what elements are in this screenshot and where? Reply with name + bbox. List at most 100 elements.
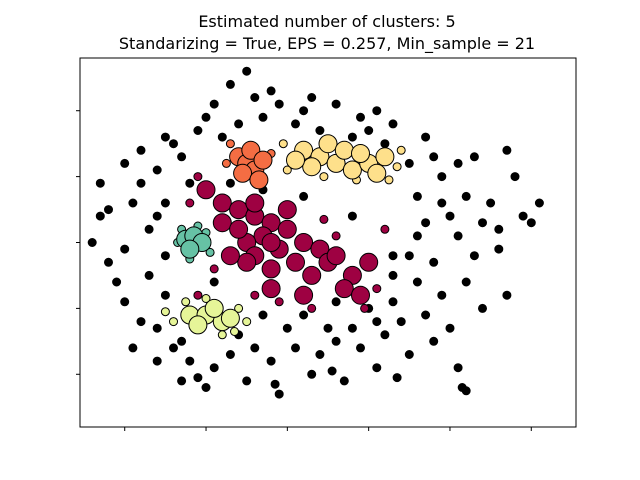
noise-point bbox=[315, 126, 325, 135]
noise-point bbox=[380, 330, 390, 340]
cluster-2-border-point bbox=[319, 172, 329, 182]
noise-point bbox=[412, 277, 422, 287]
noise-point bbox=[388, 251, 398, 261]
noise-point bbox=[201, 112, 211, 122]
cluster-0-border-point bbox=[372, 284, 382, 294]
cluster-1-core-point bbox=[233, 163, 253, 183]
cluster-2-border-point bbox=[384, 175, 394, 185]
noise-point bbox=[307, 93, 317, 102]
cluster-2-core-point bbox=[367, 163, 387, 183]
cluster-0-border-point bbox=[307, 303, 317, 313]
cluster-0-core-point bbox=[277, 219, 297, 239]
noise-point bbox=[388, 119, 398, 129]
noise-point bbox=[347, 323, 357, 333]
noise-point bbox=[404, 158, 414, 168]
noise-point bbox=[331, 336, 341, 346]
cluster-0-core-point bbox=[261, 259, 281, 279]
chart-title-line1: Estimated number of clusters: 5 bbox=[198, 12, 455, 31]
cluster-4-border-point bbox=[160, 307, 170, 317]
noise-point bbox=[429, 152, 439, 162]
core-points bbox=[176, 134, 395, 335]
noise-point bbox=[120, 244, 130, 254]
noise-point bbox=[331, 297, 341, 307]
noise-point bbox=[242, 66, 252, 76]
noise-point bbox=[412, 231, 422, 241]
noise-point bbox=[364, 126, 374, 135]
noise-point bbox=[372, 106, 382, 116]
cluster-0-core-point bbox=[261, 279, 281, 299]
noise-point bbox=[185, 356, 195, 366]
cluster-0-core-point bbox=[220, 246, 240, 266]
cluster-0-border-point bbox=[319, 214, 329, 224]
cluster-0-core-point bbox=[229, 219, 249, 239]
noise-point bbox=[104, 205, 113, 215]
cluster-1-core-point bbox=[253, 150, 273, 170]
noise-point bbox=[95, 211, 105, 221]
noise-point bbox=[356, 343, 365, 353]
noise-point bbox=[209, 99, 219, 109]
cluster-2-border-point bbox=[278, 139, 288, 149]
cluster-4-border-point bbox=[217, 330, 227, 340]
noise-point bbox=[225, 178, 235, 188]
cluster-0-core-point bbox=[229, 200, 249, 220]
noise-point bbox=[388, 297, 398, 307]
noise-point bbox=[250, 343, 260, 353]
noise-point bbox=[437, 290, 447, 300]
noise-point bbox=[185, 178, 195, 188]
noise-point bbox=[266, 356, 276, 366]
noise-point bbox=[445, 211, 455, 221]
noise-point bbox=[412, 191, 422, 201]
cluster-0-border-point bbox=[193, 290, 203, 300]
noise-point bbox=[274, 389, 284, 399]
noise-point bbox=[152, 211, 162, 221]
noise-point bbox=[266, 86, 276, 96]
noise-point bbox=[396, 317, 406, 327]
cluster-1-border-point bbox=[225, 139, 235, 149]
noise-point bbox=[209, 277, 219, 287]
cluster-0-border-point bbox=[193, 172, 203, 182]
noise-point bbox=[144, 224, 154, 234]
noise-point bbox=[291, 119, 300, 129]
noise-point bbox=[526, 218, 536, 228]
noise-point bbox=[225, 79, 235, 89]
noise-point bbox=[502, 290, 512, 300]
cluster-4-border-point bbox=[230, 327, 239, 336]
noise-point bbox=[258, 310, 268, 320]
noise-point bbox=[307, 369, 317, 379]
noise-point bbox=[347, 132, 357, 142]
noise-point bbox=[461, 277, 471, 287]
noise-point bbox=[429, 336, 439, 346]
noise-point bbox=[534, 198, 544, 208]
cluster-2-core-point bbox=[375, 147, 395, 167]
cluster-2-core-point bbox=[286, 150, 305, 170]
cluster-4-border-point bbox=[242, 317, 252, 327]
noise-point bbox=[217, 132, 227, 142]
noise-point bbox=[128, 343, 138, 353]
border-points bbox=[160, 139, 406, 340]
cluster-2-border-point bbox=[396, 145, 406, 155]
noise-point bbox=[421, 310, 431, 320]
noise-point bbox=[299, 191, 309, 201]
noise-point bbox=[453, 363, 463, 373]
noise-point bbox=[323, 323, 333, 333]
noise-point bbox=[291, 343, 300, 353]
noise-points bbox=[87, 66, 544, 399]
noise-point bbox=[339, 376, 349, 386]
noise-point bbox=[136, 178, 146, 188]
chart-title-line2: Standarizing = True, EPS = 0.257, Min_sa… bbox=[119, 34, 535, 54]
noise-point bbox=[404, 350, 414, 359]
noise-point bbox=[327, 366, 337, 376]
noise-point bbox=[160, 198, 170, 208]
cluster-4-border-point bbox=[169, 317, 178, 327]
cluster-0-core-point bbox=[326, 246, 346, 266]
noise-point bbox=[347, 211, 357, 221]
noise-point bbox=[87, 238, 97, 247]
noise-point bbox=[372, 363, 382, 373]
cluster-0-core-point bbox=[286, 252, 305, 272]
noise-point bbox=[518, 211, 528, 221]
cluster-1-core-point bbox=[249, 170, 269, 190]
noise-point bbox=[486, 198, 496, 208]
noise-point bbox=[177, 376, 187, 386]
noise-point bbox=[331, 99, 341, 109]
